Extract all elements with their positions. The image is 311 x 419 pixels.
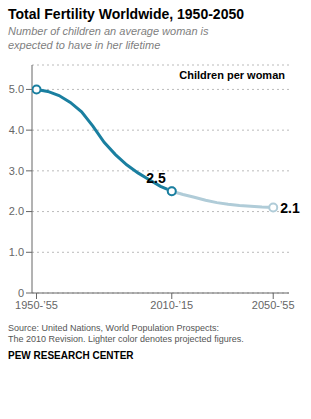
html-text:Total Fertility Worldwide, 195: Total Fertility Worldwide, 1950-2050 <box>8 6 244 22</box>
svg-text:0: 0 <box>18 286 24 298</box>
svg-text:2010-’15: 2010-’15 <box>150 298 193 310</box>
svg-text:Children per woman: Children per woman <box>179 69 285 81</box>
svg-text:2.0: 2.0 <box>9 205 24 217</box>
html-text:PEW RESEARCH CENTER: PEW RESEARCH CENTER <box>8 350 134 361</box>
svg-text:1950-’55: 1950-’55 <box>15 298 58 310</box>
svg-text:2050-’55: 2050-’55 <box>252 298 295 310</box>
svg-text:2.5: 2.5 <box>146 170 166 186</box>
svg-text:1.0: 1.0 <box>9 246 24 258</box>
svg-text:3.0: 3.0 <box>9 164 24 176</box>
svg-text:2.1: 2.1 <box>280 199 300 215</box>
svg-text:5.0: 5.0 <box>9 83 24 95</box>
html-text:Source: United Nations, World: Source: United Nations, World Population… <box>8 322 244 345</box>
html-text:Number of children an average: Number of children an average woman is e… <box>8 25 209 52</box>
svg-text:4.0: 4.0 <box>9 124 24 136</box>
